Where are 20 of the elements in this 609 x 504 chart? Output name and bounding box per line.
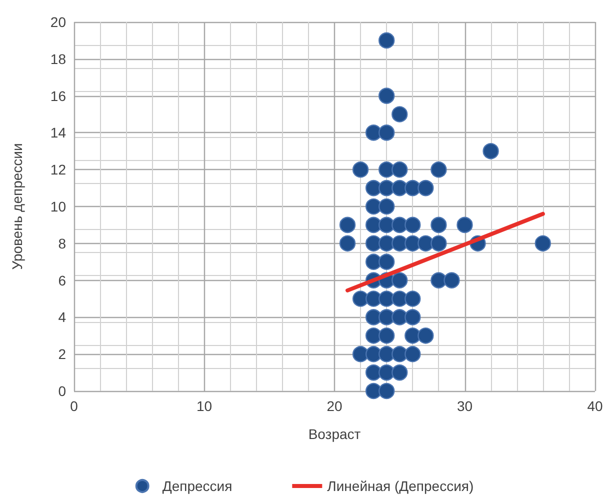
x-tick-label: 40 — [587, 398, 603, 414]
x-tick-label: 0 — [70, 398, 78, 414]
y-axis-title: Уровень депрессии — [9, 143, 25, 270]
y-tick-label: 20 — [50, 14, 66, 30]
y-tick-label: 6 — [58, 272, 66, 288]
legend-label: Депрессия — [162, 478, 232, 494]
y-tick-label: 10 — [50, 198, 66, 214]
y-tick-label: 14 — [50, 124, 66, 141]
y-tick-label: 18 — [50, 50, 66, 67]
x-axis-title: Возраст — [308, 426, 362, 442]
y-tick-label: 0 — [58, 383, 66, 399]
y-tick-label: 16 — [50, 88, 66, 104]
x-tick-label: 20 — [326, 398, 342, 414]
y-tick-label: 8 — [58, 235, 66, 252]
y-tick-label: 4 — [58, 309, 66, 326]
x-tick-label: 10 — [196, 398, 212, 414]
legend-label: Линейная (Депрессия) — [327, 478, 474, 494]
y-tick-label: 2 — [58, 346, 66, 362]
x-tick-label: 30 — [456, 398, 473, 414]
y-tick-label: 12 — [50, 162, 66, 178]
